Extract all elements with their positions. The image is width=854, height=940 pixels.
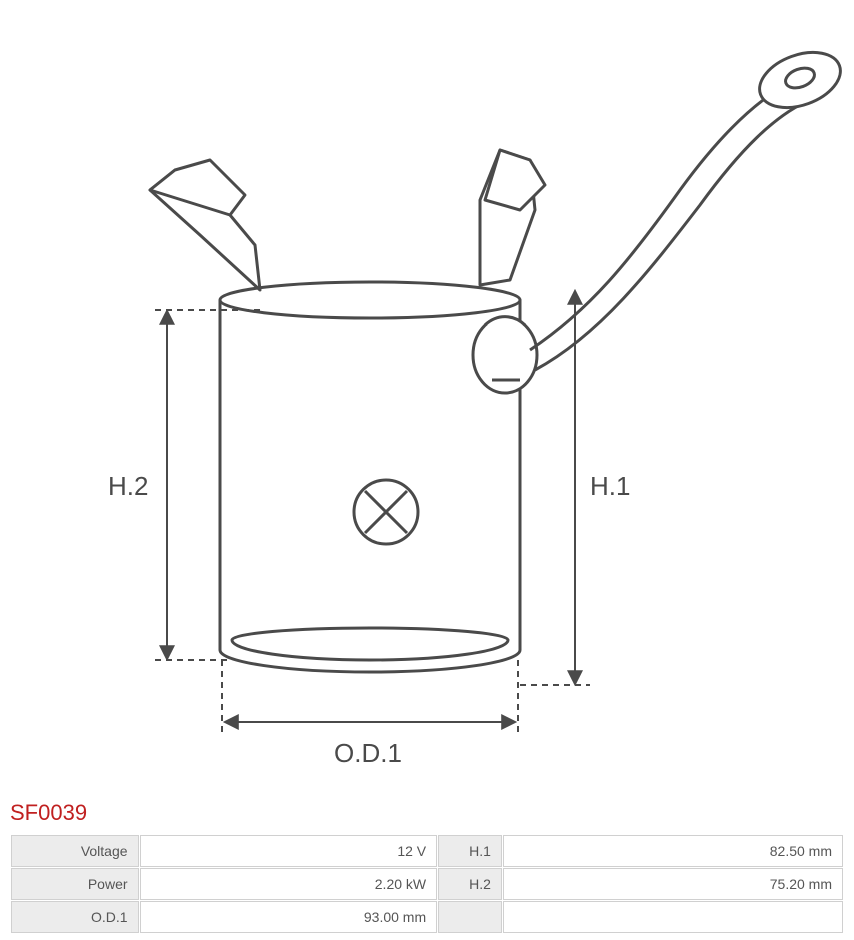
label-h1: H.1	[590, 471, 630, 501]
spec-label: H.2	[438, 868, 502, 900]
label-h2: H.2	[108, 471, 148, 501]
table-row: O.D.1 93.00 mm	[11, 901, 843, 933]
spec-value: 75.20 mm	[503, 868, 843, 900]
product-code: SF0039	[0, 800, 854, 834]
spec-label	[438, 901, 502, 933]
center-marker-icon	[354, 480, 418, 544]
terminal-arm	[530, 42, 848, 370]
spec-label: Power	[11, 868, 139, 900]
technical-diagram: H.1 H.2 O.D.1	[0, 0, 854, 800]
spec-label: O.D.1	[11, 901, 139, 933]
table-row: Voltage 12 V H.1 82.50 mm	[11, 835, 843, 867]
spec-value: 82.50 mm	[503, 835, 843, 867]
spec-value: 2.20 kW	[140, 868, 438, 900]
spec-value: 12 V	[140, 835, 438, 867]
spec-table: Voltage 12 V H.1 82.50 mm Power 2.20 kW …	[10, 834, 844, 934]
spec-value	[503, 901, 843, 933]
table-row: Power 2.20 kW H.2 75.20 mm	[11, 868, 843, 900]
dimension-h2	[155, 310, 260, 660]
spec-value: 93.00 mm	[140, 901, 438, 933]
spec-label: H.1	[438, 835, 502, 867]
diagram-svg: H.1 H.2 O.D.1	[0, 0, 854, 800]
label-od1: O.D.1	[334, 738, 402, 768]
left-brush	[150, 160, 260, 290]
center-brush	[480, 150, 545, 285]
roller	[473, 317, 537, 393]
spec-label: Voltage	[11, 835, 139, 867]
